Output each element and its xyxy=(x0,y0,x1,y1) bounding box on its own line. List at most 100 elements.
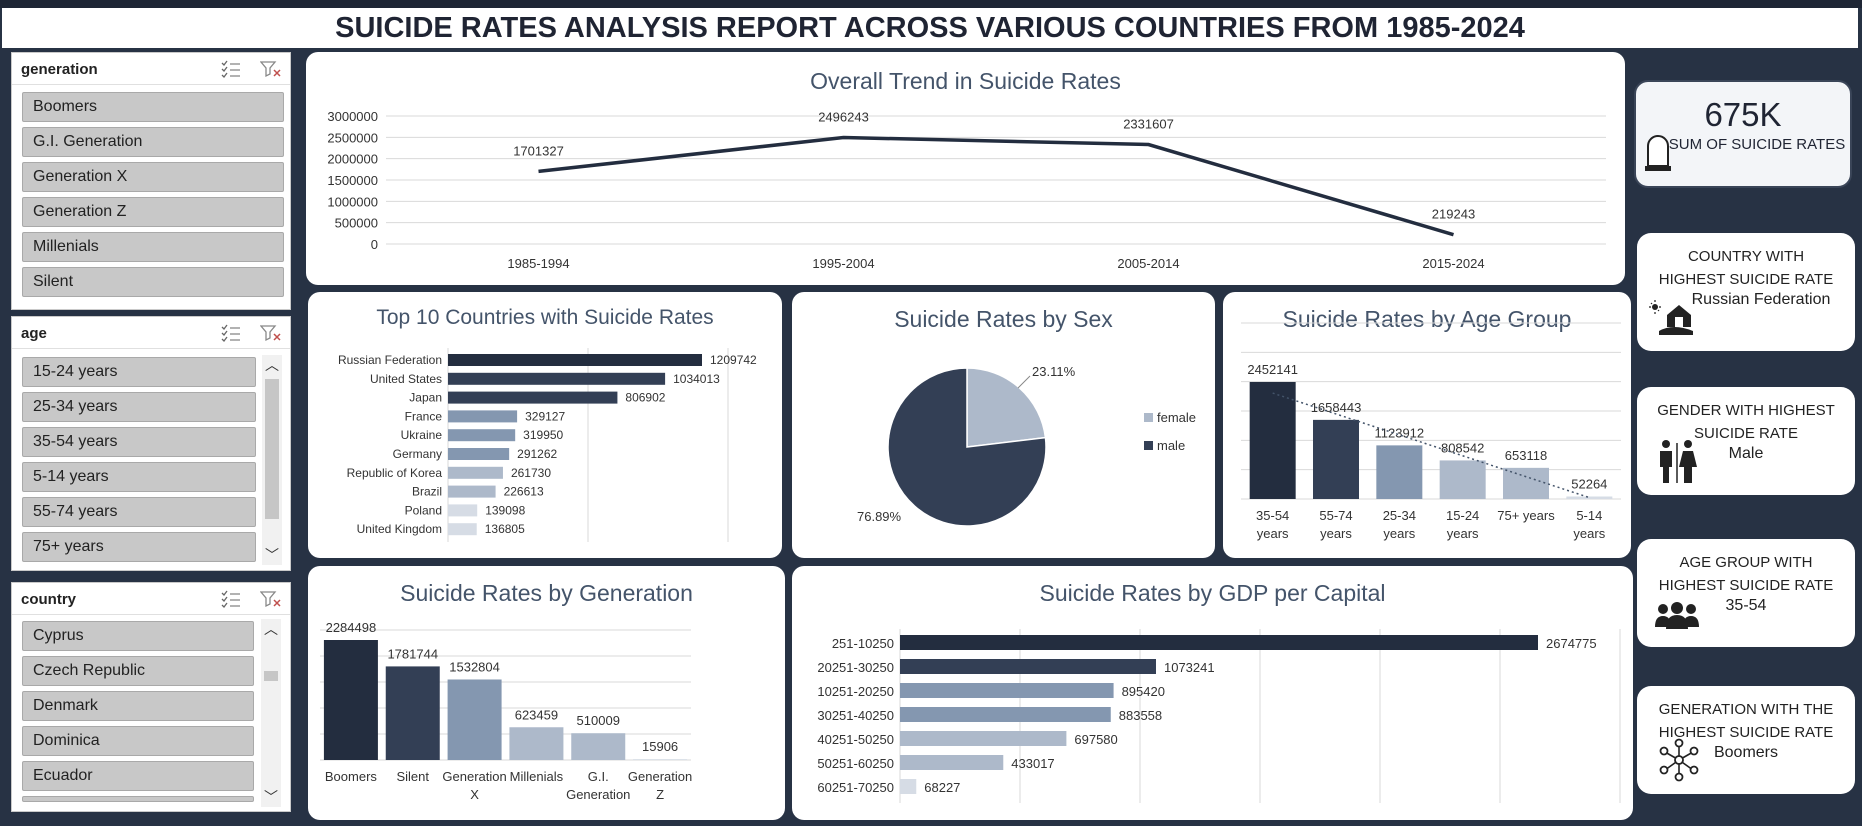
legend-label: male xyxy=(1157,438,1185,453)
slicer-title: generation xyxy=(21,61,98,78)
slicer-item-cyprus[interactable]: Cyprus xyxy=(22,621,254,651)
bar xyxy=(448,429,516,442)
slicer-item-gi-generation[interactable]: G.I. Generation xyxy=(22,127,284,157)
data-label: 1781744 xyxy=(387,646,438,661)
bar xyxy=(900,683,1114,698)
x-tick-label: 75+ years xyxy=(1497,508,1555,523)
slicer-generation[interactable]: generation Boomers G.I. Generation Gener… xyxy=(11,52,291,310)
bar xyxy=(448,523,477,536)
x-tick-label: 25-34 xyxy=(1383,508,1416,523)
slicer-item-millenials[interactable]: Millenials xyxy=(22,232,284,262)
category-label: Russian Federation xyxy=(338,353,442,367)
x-tick-label: 5-14 xyxy=(1576,508,1602,523)
chart-title: Suicide Rates by Age Group xyxy=(1282,306,1572,332)
bar xyxy=(900,731,1067,746)
data-label: 136805 xyxy=(485,522,525,536)
sex-chart-panel: Suicide Rates by Sex 23.11% 76.89% female m… xyxy=(792,292,1215,558)
legend-marker xyxy=(1144,413,1153,422)
scroll-thumb[interactable] xyxy=(265,379,279,519)
slicer-item-55-74[interactable]: 55-74 years xyxy=(22,497,256,527)
chart-title: Suicide Rates by GDP per Capital xyxy=(1039,580,1386,606)
x-tick-label: 2015-2024 xyxy=(1422,256,1484,271)
bar xyxy=(1566,496,1613,499)
x-tick-label: Boomers xyxy=(325,769,378,784)
data-label: 1532804 xyxy=(449,659,500,674)
report-title: SUICIDE RATES ANALYSIS REPORT ACROSS VAR… xyxy=(2,8,1858,48)
clear-filter-icon[interactable] xyxy=(260,590,282,608)
kpi-gender-card: GENDER WITH HIGHEST SUICIDE RATE Male xyxy=(1637,387,1855,495)
sex-chart: 23.11% 76.89% female male xyxy=(857,364,1196,527)
x-tick-label: 2005-2014 xyxy=(1117,256,1179,271)
data-label: 1701327 xyxy=(513,143,564,158)
category-label: France xyxy=(405,409,443,423)
kpi-gender-value: Male xyxy=(1728,445,1764,462)
slicer-scrollbar[interactable]: ︿ ﹀ xyxy=(261,619,281,807)
kpi-sum-card: 675K SUM OF SUICIDE RATES xyxy=(1634,80,1852,188)
data-label: 2674775 xyxy=(1546,636,1597,651)
slicer-item-boomers[interactable]: Boomers xyxy=(22,92,284,122)
bar xyxy=(900,659,1156,674)
male-female-icon xyxy=(1660,440,1697,483)
bar xyxy=(448,391,618,404)
category-label: Germany xyxy=(393,447,442,461)
data-label: 2496243 xyxy=(818,109,869,124)
slicer-item-czech-republic[interactable]: Czech Republic xyxy=(22,656,254,686)
x-tick-label: Z xyxy=(656,787,664,802)
slicer-item-35-54[interactable]: 35-54 years xyxy=(22,427,256,457)
slicer-title: age xyxy=(21,325,47,342)
scroll-thumb[interactable] xyxy=(264,671,278,681)
kpi-country-value: Russian Federation xyxy=(1691,291,1831,308)
data-label: 2331607 xyxy=(1123,117,1174,132)
slicer-item-silent[interactable]: Silent xyxy=(22,267,284,297)
slicer-item-generation-z[interactable]: Generation Z xyxy=(22,197,284,227)
data-label: 15906 xyxy=(642,739,678,754)
bar xyxy=(448,485,496,498)
slicer-item-5-14[interactable]: 5-14 years xyxy=(22,462,256,492)
data-label: 291262 xyxy=(517,447,557,461)
bar xyxy=(323,640,378,760)
kpi-age-value: 35-54 xyxy=(1725,597,1767,614)
data-label: 68227 xyxy=(924,780,960,795)
building-icon xyxy=(1649,300,1693,335)
slicer-item-denmark[interactable]: Denmark xyxy=(22,691,254,721)
kpi-country-card: COUNTRY WITH HIGHEST SUICIDE RATE Russia… xyxy=(1637,233,1855,351)
bar xyxy=(448,448,510,460)
x-tick-label: years xyxy=(1573,526,1605,541)
slicer-header: country xyxy=(12,583,290,615)
data-label: 219243 xyxy=(1432,207,1475,222)
clear-filter-icon[interactable] xyxy=(260,60,282,78)
multi-select-icon[interactable] xyxy=(220,60,242,78)
category-label: United Kingdom xyxy=(357,522,442,536)
kpi-generation-label-1: GENERATION WITH THE xyxy=(1658,701,1834,718)
slicer-age[interactable]: age 15-24 years 25-34 years 35-54 years … xyxy=(11,316,291,571)
data-label: 76.89% xyxy=(857,509,902,524)
slicer-country[interactable]: country Cyprus Czech Republic Denmark Do… xyxy=(11,582,291,812)
bar xyxy=(900,707,1111,722)
countries-chart-panel: Top 10 Countries with Suicide Rates Russ… xyxy=(308,292,782,558)
bar xyxy=(1249,382,1296,499)
multi-select-icon[interactable] xyxy=(220,324,242,342)
x-tick-label: G.I. xyxy=(588,769,609,784)
kpi-sum-label: SUM OF SUICIDE RATES xyxy=(1668,136,1846,153)
slicer-item-ecuador[interactable]: Ecuador xyxy=(22,761,254,791)
scroll-down-icon[interactable]: ﹀ xyxy=(265,547,279,563)
bar xyxy=(900,755,1004,770)
scroll-down-icon[interactable]: ﹀ xyxy=(264,789,278,805)
leader-line xyxy=(1017,375,1031,389)
legend-marker xyxy=(1144,441,1153,450)
bar xyxy=(448,372,666,385)
clear-filter-icon[interactable] xyxy=(260,324,282,342)
scroll-up-icon[interactable]: ︿ xyxy=(265,357,279,373)
y-tick-label: 3000000 xyxy=(327,109,378,124)
scroll-up-icon[interactable]: ︿ xyxy=(264,621,278,637)
data-label: 329127 xyxy=(525,409,565,423)
kpi-generation-card: GENERATION WITH THE HIGHEST SUICIDE RATE… xyxy=(1637,686,1855,794)
slicer-item-25-34[interactable]: 25-34 years xyxy=(22,392,256,422)
slicer-item-75-plus[interactable]: 75+ years xyxy=(22,532,256,562)
slicer-item-15-24[interactable]: 15-24 years xyxy=(22,357,256,387)
multi-select-icon[interactable] xyxy=(220,590,242,608)
slicer-item-generation-x[interactable]: Generation X xyxy=(22,162,284,192)
slicer-item-dominica[interactable]: Dominica xyxy=(22,726,254,756)
slicer-scrollbar[interactable]: ︿ ﹀ xyxy=(262,355,282,565)
y-tick-label: 2500000 xyxy=(327,130,378,145)
